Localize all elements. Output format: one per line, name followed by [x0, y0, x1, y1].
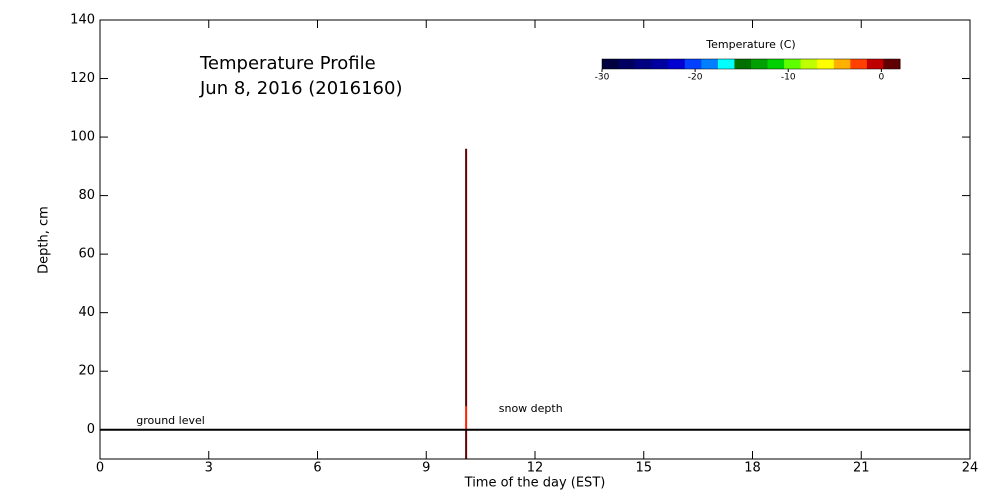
colorbar-swatch	[767, 59, 785, 69]
chart-title: Temperature Profile	[199, 53, 376, 74]
colorbar-swatch	[833, 59, 851, 69]
colorbar-swatch	[751, 59, 769, 69]
colorbar-swatch	[866, 59, 884, 69]
colorbar-swatch	[668, 59, 686, 69]
colorbar-tick-label: 0	[879, 73, 885, 83]
colorbar-swatch	[817, 59, 835, 69]
colorbar-swatch	[800, 59, 818, 69]
x-tick-label: 6	[313, 461, 321, 476]
x-axis-label: Time of the day (EST)	[464, 476, 606, 491]
colorbar-swatch	[602, 59, 620, 69]
colorbar-swatch	[684, 59, 702, 69]
x-tick-label: 18	[744, 461, 761, 476]
x-tick-label: 24	[962, 461, 979, 476]
colorbar-swatch	[734, 59, 752, 69]
annotation: snow depth	[499, 402, 563, 415]
y-tick-label: 0	[87, 422, 95, 437]
colorbar-swatch	[635, 59, 653, 69]
colorbar-swatch	[784, 59, 802, 69]
colorbar-swatch	[883, 59, 901, 69]
colorbar-tick-label: -30	[595, 73, 610, 83]
y-tick-label: 60	[78, 247, 95, 262]
x-tick-label: 3	[205, 461, 213, 476]
x-tick-label: 9	[422, 461, 430, 476]
x-tick-label: 21	[853, 461, 870, 476]
colorbar-swatch	[618, 59, 636, 69]
y-tick-label: 80	[78, 188, 95, 203]
y-tick-label: 40	[78, 305, 95, 320]
colorbar-tick-label: -10	[781, 73, 796, 83]
chart-subtitle: Jun 8, 2016 (2016160)	[199, 78, 402, 99]
colorbar-tick-label: -20	[688, 73, 703, 83]
x-tick-label: 12	[527, 461, 544, 476]
x-tick-label: 15	[635, 461, 652, 476]
colorbar-title: Temperature (C)	[705, 38, 795, 51]
y-tick-label: 140	[70, 13, 95, 28]
colorbar-swatch	[651, 59, 669, 69]
colorbar-frame	[601, 58, 901, 70]
y-tick-label: 100	[70, 130, 95, 145]
colorbar-swatch	[717, 59, 735, 69]
y-tick-label: 120	[70, 71, 95, 86]
x-tick-label: 0	[96, 461, 104, 476]
y-tick-label: 20	[78, 364, 95, 379]
y-axis-label: Depth, cm	[37, 206, 52, 274]
colorbar-swatch	[850, 59, 868, 69]
colorbar-swatch	[701, 59, 719, 69]
annotation: ground level	[136, 414, 205, 427]
